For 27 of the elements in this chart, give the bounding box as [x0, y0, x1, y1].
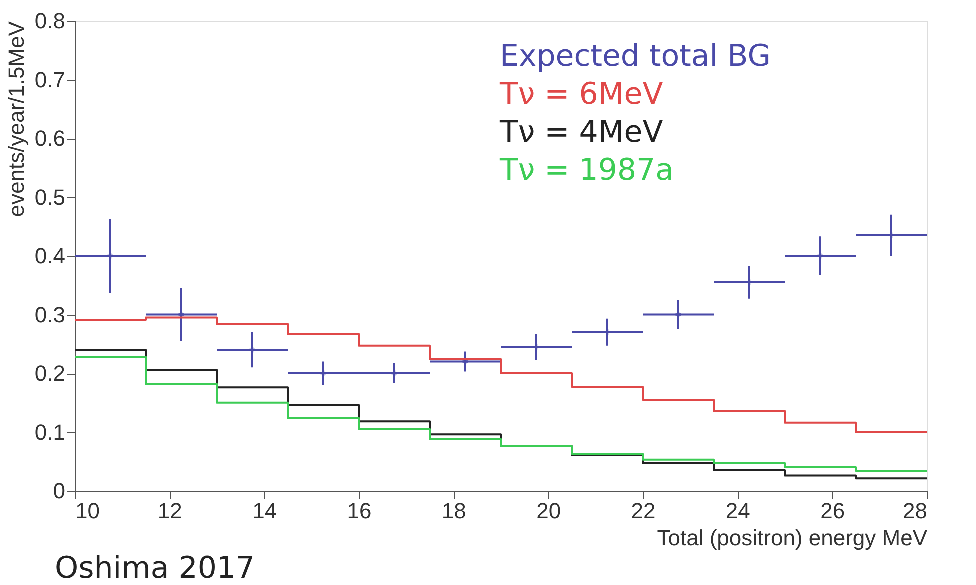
x-tick-label: 24 [726, 498, 750, 524]
y-tick-label: 0.2 [34, 361, 66, 386]
y-tick-label: 0.6 [34, 126, 66, 151]
y-tick-label: 0.4 [34, 244, 66, 268]
text: Oshima 2017 [55, 551, 256, 585]
x-tick-label: 22 [631, 498, 656, 524]
x-tick-label: 14 [252, 498, 278, 524]
y-tick-label: 0.1 [34, 420, 66, 445]
x-tick-label: 18 [442, 498, 466, 524]
y-tick-label: 0.7 [34, 67, 66, 92]
text: Tν = 4MeV [499, 115, 664, 150]
x-axis-title: Total (positron) energy MeV [657, 526, 928, 550]
y-tick-label: 0.8 [34, 8, 66, 34]
y-tick-label: 0.5 [34, 184, 66, 210]
y-axis-title: events/year/1.5MeV [4, 21, 29, 218]
text: Tν = 1987a [499, 153, 674, 188]
text: Expected total BG [500, 39, 771, 74]
y-tick-label: 0 [53, 478, 66, 504]
x-tick-label: 12 [158, 498, 182, 524]
x-tick-label: 26 [820, 498, 846, 524]
x-tick-label: 28 [903, 498, 928, 524]
point [676, 312, 682, 318]
x-tick-label: 10 [76, 498, 100, 524]
y-tick-label: 0.3 [34, 302, 66, 328]
text: Tν = 6MeV [499, 77, 664, 112]
x-tick-label: 20 [536, 498, 562, 524]
x-tick-label: 16 [347, 498, 372, 524]
